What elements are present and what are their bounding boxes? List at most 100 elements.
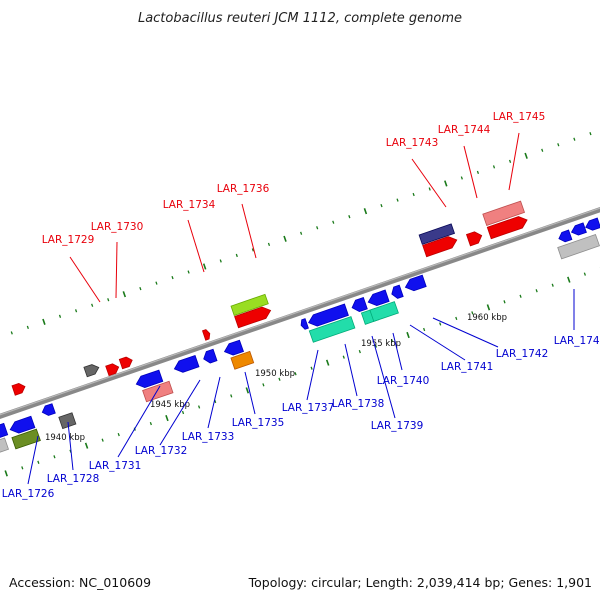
tick-mark-lower — [4, 470, 8, 477]
tick-mark-upper — [524, 152, 528, 159]
label-leader-upper — [508, 132, 520, 191]
gene-feature — [230, 350, 255, 370]
tick-mark-upper — [492, 165, 496, 169]
gene-feature — [486, 216, 528, 240]
gene-label-lower: LAR_1741 — [441, 361, 494, 373]
gene-label-upper: LAR_1729 — [42, 234, 95, 246]
tick-mark-upper — [589, 132, 592, 136]
label-leader-lower — [244, 371, 256, 415]
label-leader-lower — [392, 332, 403, 371]
tick-mark-lower — [230, 394, 233, 398]
tick-mark-lower — [101, 438, 104, 442]
tick-mark-upper — [573, 137, 576, 141]
gene-feature — [585, 217, 600, 231]
gene-feature — [0, 422, 9, 438]
label-leader-lower — [117, 385, 161, 458]
tick-mark-upper — [300, 231, 303, 235]
tick-mark-upper — [557, 143, 560, 147]
gene-feature — [418, 223, 456, 245]
gene-feature — [105, 363, 120, 377]
tick-mark-upper — [139, 287, 142, 291]
gene-label-lower: LAR_1733 — [182, 431, 235, 443]
gene-label-upper: LAR_1745 — [493, 111, 546, 123]
gene-feature — [11, 382, 26, 396]
gene-feature — [135, 369, 164, 389]
tick-mark-lower — [165, 414, 169, 422]
label-leaders — [27, 132, 575, 485]
tick-mark-lower — [567, 276, 571, 283]
label-leader-lower — [67, 421, 74, 471]
gene-feature — [173, 354, 200, 373]
tick-marks — [4, 132, 600, 477]
gene-feature — [422, 236, 458, 258]
gene-label-lower: LAR_1740 — [377, 375, 430, 387]
gene-label-lower: LAR_1726 — [2, 488, 55, 500]
gene-label-lower: LAR_1732 — [135, 445, 188, 457]
scale-label: 1940 kbp — [45, 433, 85, 443]
gene-label-lower: LAR_1737 — [282, 402, 335, 414]
tick-mark-upper — [74, 309, 78, 313]
gene-feature — [41, 403, 56, 416]
tick-mark-lower — [439, 322, 442, 326]
gene-label-upper: LAR_1734 — [163, 199, 216, 211]
gene-feature — [367, 289, 390, 307]
tick-mark-upper — [363, 208, 368, 215]
scale-labels: 1940 kbp 1945 kbp 1950 kbp 1955 kbp 1960 kbp — [45, 313, 507, 443]
tick-mark-upper — [187, 270, 190, 274]
gene-label-lower: LAR_1746 — [554, 335, 600, 347]
tick-mark-lower — [278, 377, 281, 381]
gene-feature — [230, 293, 269, 317]
tick-mark-upper — [42, 318, 46, 325]
gene-feature — [0, 437, 10, 453]
genome-backbone — [0, 207, 600, 419]
tick-mark-lower — [486, 304, 491, 311]
tick-mark-lower — [262, 383, 265, 387]
tick-mark-upper — [283, 235, 287, 242]
tick-mark-upper — [171, 275, 174, 280]
gene-feature — [9, 415, 36, 434]
label-leader-upper — [411, 158, 447, 208]
label-leader-lower — [27, 435, 39, 485]
tick-mark-lower — [37, 460, 40, 464]
tick-mark-lower — [455, 316, 458, 321]
label-leader-upper — [463, 145, 478, 199]
tick-mark-lower — [390, 338, 394, 343]
gene-feature — [118, 356, 133, 370]
label-leader-upper — [69, 256, 101, 303]
tick-mark-lower — [471, 311, 474, 315]
tick-mark-upper — [348, 215, 351, 219]
label-leader-lower — [344, 343, 358, 397]
topology-text: Topology: circular; Length: 2,039,414 bp… — [248, 575, 592, 590]
tick-mark-upper — [380, 203, 383, 208]
label-leader-lower — [409, 324, 466, 361]
gene-features — [0, 200, 600, 453]
tick-mark-upper — [91, 303, 94, 307]
tick-mark-lower — [406, 331, 410, 339]
scale-label: 1945 kbp — [150, 400, 190, 410]
label-leader-lower — [207, 376, 221, 429]
tick-mark-lower — [503, 300, 506, 304]
label-leader-lower — [159, 379, 201, 446]
label-leader-upper — [241, 203, 257, 259]
tick-mark-lower — [117, 433, 120, 437]
label-leader-lower — [432, 317, 499, 348]
gene-feature — [223, 339, 245, 356]
tick-mark-lower — [181, 410, 185, 415]
label-leader-lower — [371, 335, 396, 419]
tick-mark-lower — [342, 355, 345, 359]
tick-mark-upper — [202, 263, 207, 270]
tick-mark-lower — [149, 421, 152, 426]
gene-feature — [570, 222, 587, 236]
gene-feature — [234, 306, 272, 329]
tick-mark-upper — [428, 187, 431, 191]
tick-mark-lower — [551, 283, 554, 287]
tick-mark-upper — [396, 198, 399, 202]
label-leader-upper — [115, 241, 118, 299]
gene-label-upper: LAR_1730 — [91, 221, 144, 233]
tick-mark-upper — [332, 220, 335, 224]
backbone-line — [0, 207, 600, 419]
tick-mark-upper — [58, 314, 62, 318]
gene-feature — [308, 316, 356, 343]
scale-label: 1950 kbp — [255, 369, 295, 379]
